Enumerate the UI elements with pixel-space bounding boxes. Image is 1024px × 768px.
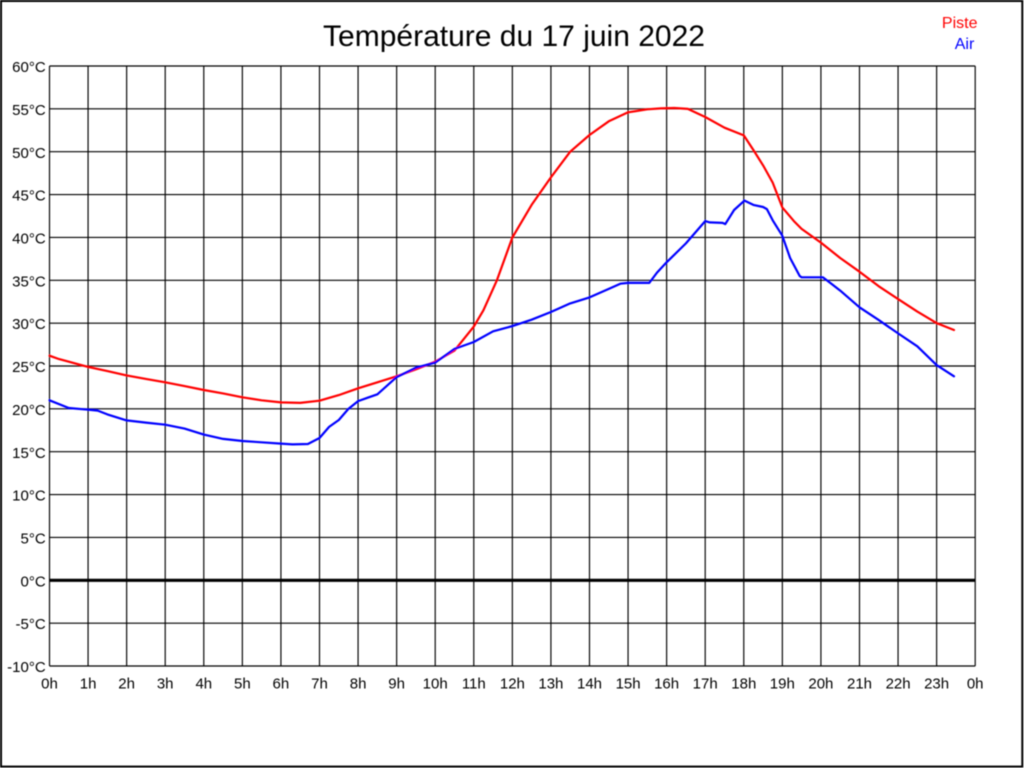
- svg-text:9h: 9h: [388, 676, 405, 693]
- svg-text:Piste: Piste: [942, 15, 978, 32]
- svg-text:16h: 16h: [654, 676, 679, 693]
- svg-text:Air: Air: [955, 36, 975, 53]
- svg-text:8h: 8h: [350, 676, 367, 693]
- svg-text:3h: 3h: [157, 676, 174, 693]
- svg-text:22h: 22h: [886, 676, 911, 693]
- svg-text:20h: 20h: [808, 676, 833, 693]
- svg-text:-5°C: -5°C: [16, 616, 46, 633]
- svg-text:10°C: 10°C: [12, 488, 46, 505]
- svg-text:45°C: 45°C: [12, 188, 46, 205]
- svg-text:0h: 0h: [967, 676, 984, 693]
- svg-text:0h: 0h: [41, 676, 58, 693]
- svg-text:7h: 7h: [311, 676, 328, 693]
- svg-text:14h: 14h: [577, 676, 602, 693]
- svg-text:50°C: 50°C: [12, 145, 46, 162]
- svg-text:5°C: 5°C: [21, 531, 46, 548]
- svg-text:6h: 6h: [273, 676, 290, 693]
- svg-text:19h: 19h: [770, 676, 795, 693]
- svg-text:35°C: 35°C: [12, 273, 46, 290]
- svg-text:17h: 17h: [693, 676, 718, 693]
- svg-text:30°C: 30°C: [12, 316, 46, 333]
- svg-text:60°C: 60°C: [12, 59, 46, 76]
- svg-text:20°C: 20°C: [12, 402, 46, 419]
- svg-text:5h: 5h: [234, 676, 251, 693]
- svg-text:12h: 12h: [500, 676, 525, 693]
- svg-text:10h: 10h: [423, 676, 448, 693]
- svg-text:15h: 15h: [616, 676, 641, 693]
- svg-text:4h: 4h: [195, 676, 212, 693]
- svg-text:40°C: 40°C: [12, 231, 46, 248]
- svg-text:25°C: 25°C: [12, 359, 46, 376]
- svg-text:55°C: 55°C: [12, 102, 46, 119]
- svg-text:13h: 13h: [538, 676, 563, 693]
- svg-text:18h: 18h: [731, 676, 756, 693]
- svg-text:-10°C: -10°C: [7, 659, 46, 676]
- svg-text:1h: 1h: [80, 676, 97, 693]
- svg-text:15°C: 15°C: [12, 445, 46, 462]
- svg-text:23h: 23h: [924, 676, 949, 693]
- svg-text:2h: 2h: [118, 676, 135, 693]
- svg-text:21h: 21h: [847, 676, 872, 693]
- svg-text:11h: 11h: [462, 676, 486, 693]
- svg-text:0°C: 0°C: [21, 573, 46, 590]
- svg-text:Température du 17 juin 2022: Température du 17 juin 2022: [323, 20, 705, 53]
